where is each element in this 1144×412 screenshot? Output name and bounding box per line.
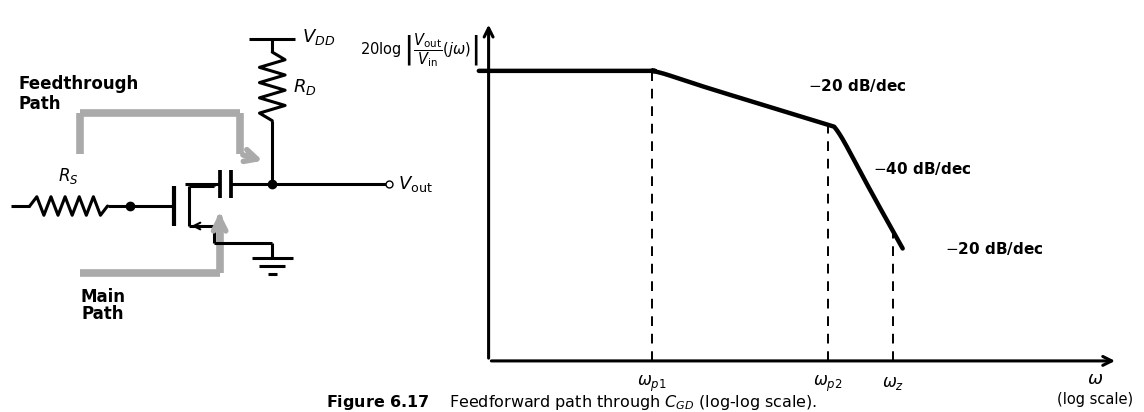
Text: Feedthrough: Feedthrough xyxy=(18,75,138,93)
Text: Path: Path xyxy=(81,304,125,323)
Text: (log scale): (log scale) xyxy=(1057,392,1133,407)
Text: $R_D$: $R_D$ xyxy=(293,77,317,97)
Text: Path: Path xyxy=(18,95,61,113)
Text: $-$20 dB/dec: $-$20 dB/dec xyxy=(945,240,1043,257)
Text: $\omega$: $\omega$ xyxy=(1087,370,1103,388)
Text: $V_{\mathrm{out}}$: $V_{\mathrm{out}}$ xyxy=(398,174,432,194)
Text: $V_{DD}$: $V_{DD}$ xyxy=(302,27,335,47)
Text: Main: Main xyxy=(80,288,126,306)
Text: $-$20 dB/dec: $-$20 dB/dec xyxy=(808,77,907,94)
Text: $\omega_{p2}$: $\omega_{p2}$ xyxy=(813,374,842,394)
Text: $\omega_{p1}$: $\omega_{p1}$ xyxy=(637,374,667,394)
Text: $R_S$: $R_S$ xyxy=(58,166,79,185)
Text: $\mathbf{Figure\ 6.17}$    Feedforward path through $C_{GD}$ (log-log scale).: $\mathbf{Figure\ 6.17}$ Feedforward path… xyxy=(326,393,818,412)
Text: $\omega_z$: $\omega_z$ xyxy=(882,374,904,391)
Text: $-$40 dB/dec: $-$40 dB/dec xyxy=(873,160,972,177)
Text: $20\log\left|\dfrac{V_{\mathrm{out}}}{V_{\mathrm{in}}}(j\omega)\right|$: $20\log\left|\dfrac{V_{\mathrm{out}}}{V_… xyxy=(360,31,479,69)
